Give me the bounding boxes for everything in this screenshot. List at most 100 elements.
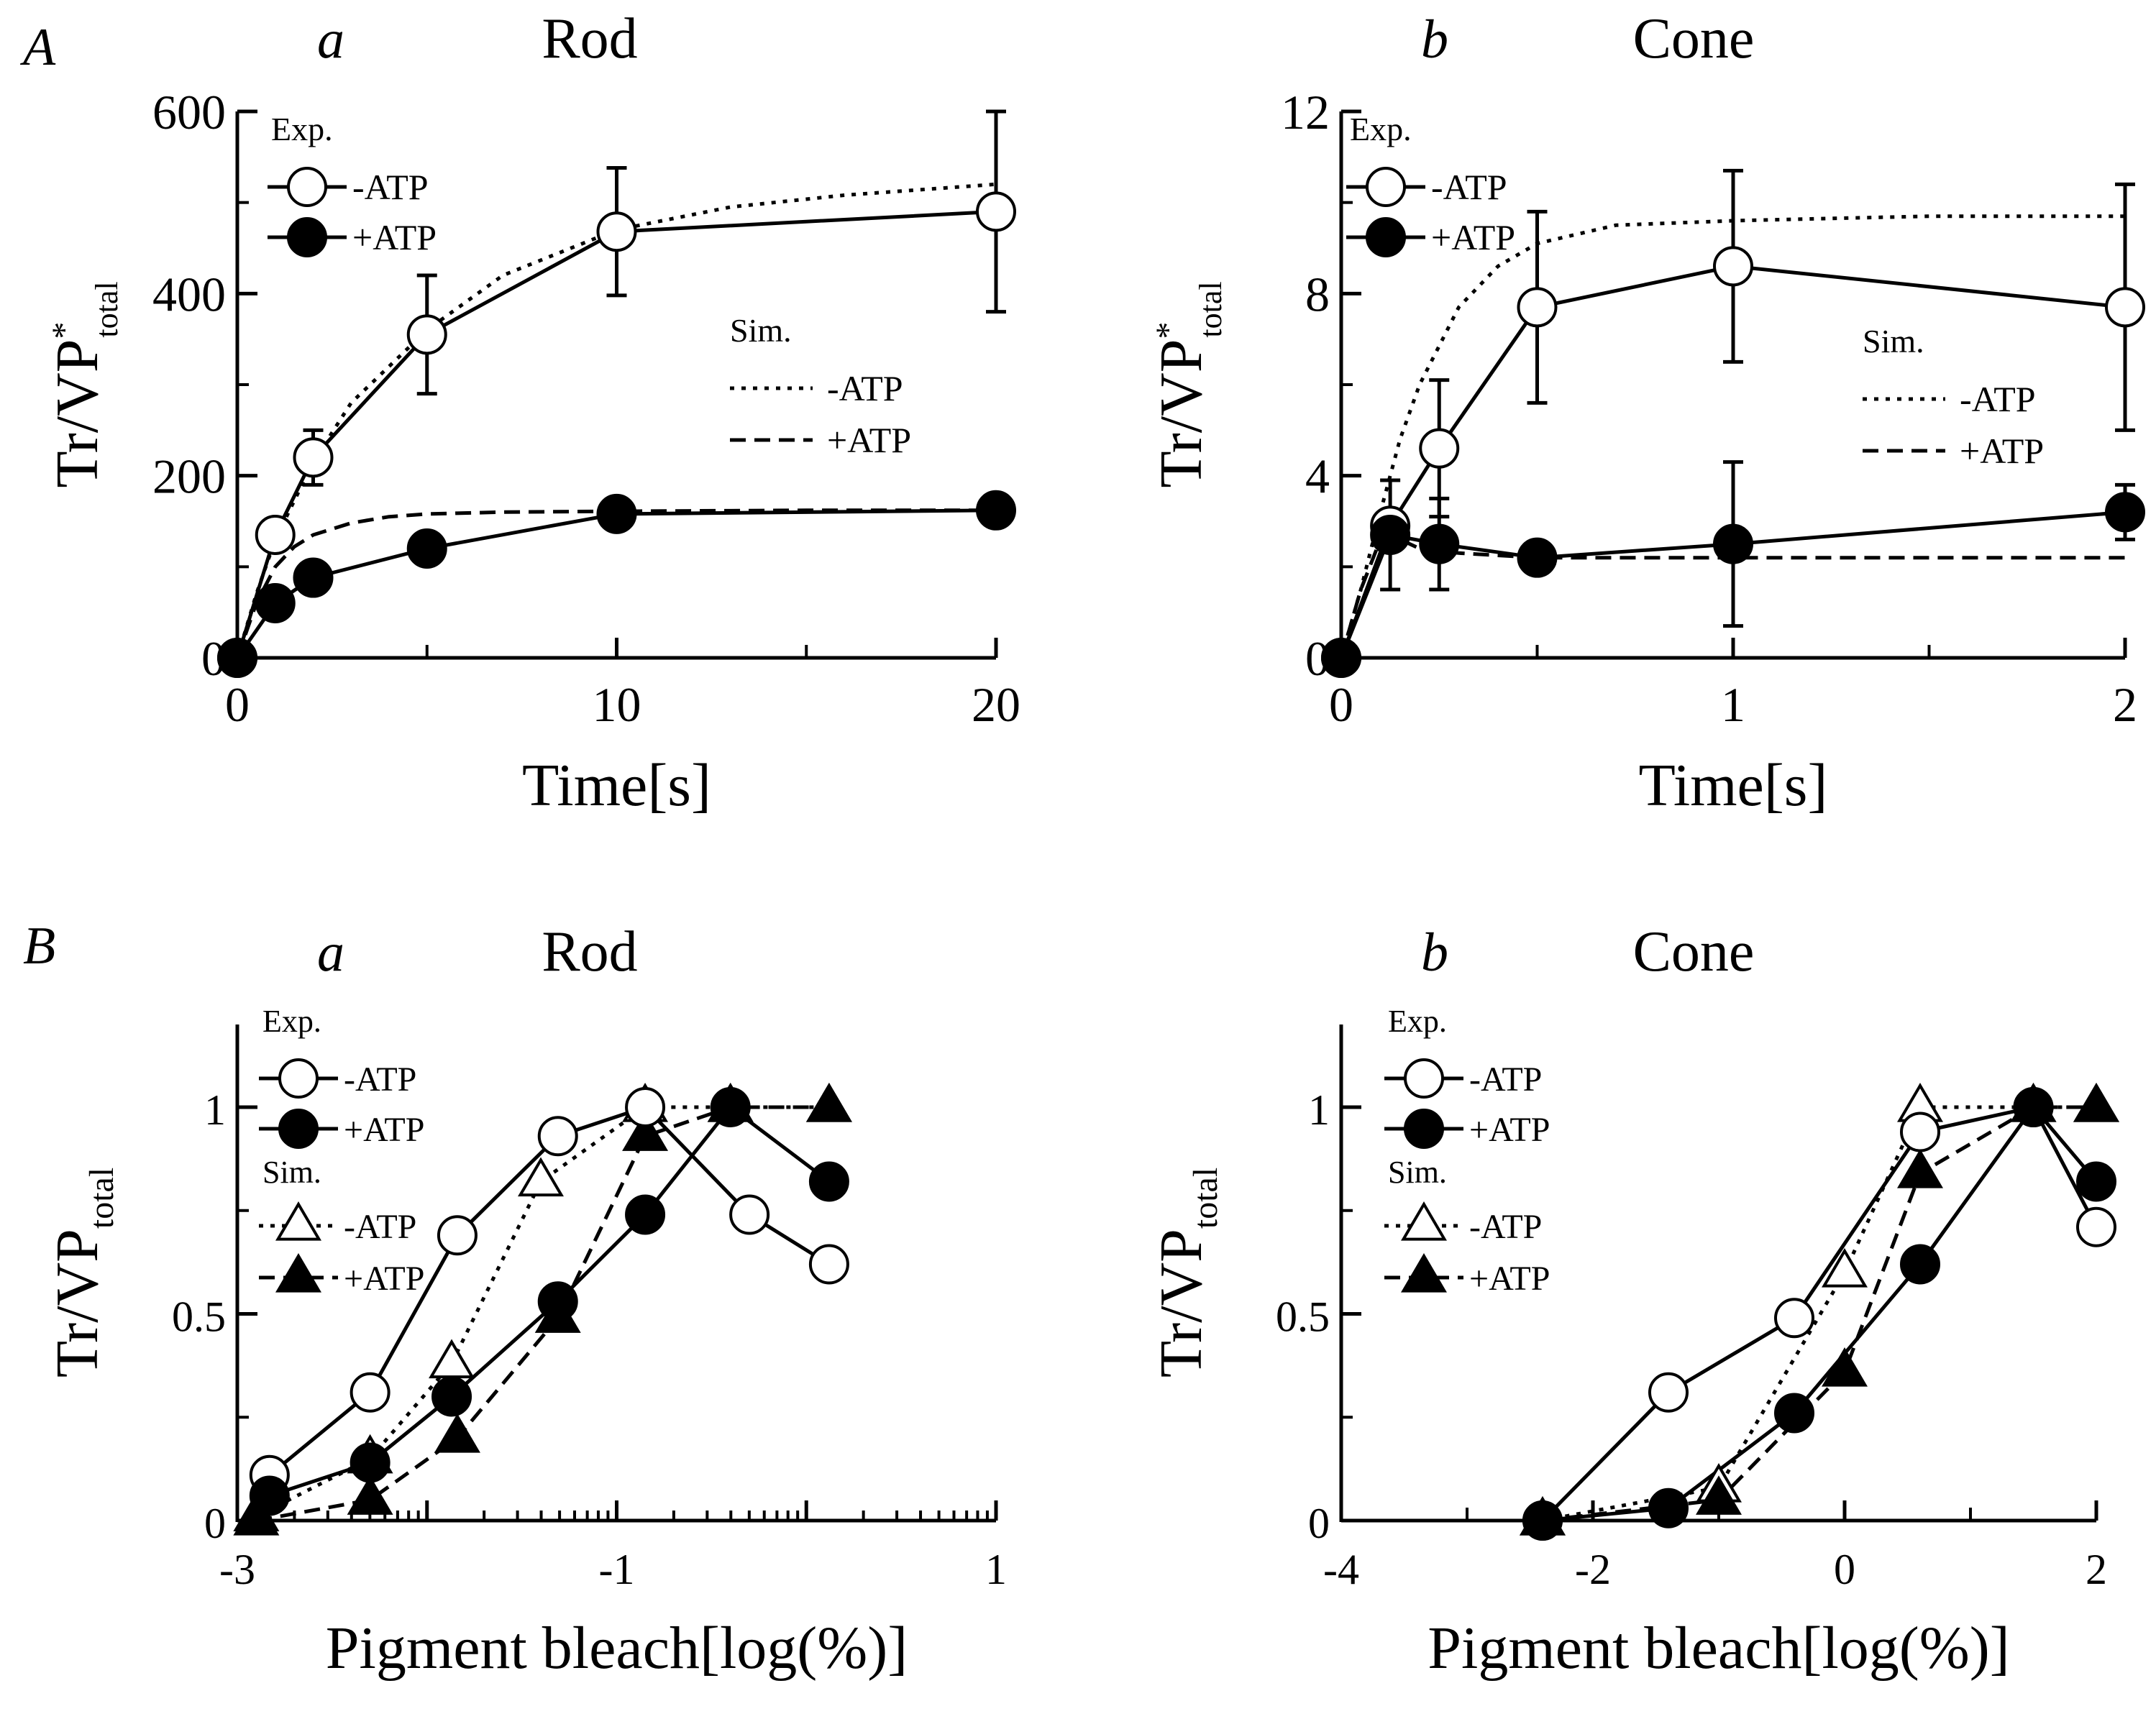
x-axis-label: Time[s] [1639,752,1828,819]
data-point-open-circle [1713,246,1753,287]
x-tick-label: -3 [219,1546,255,1593]
legend-label: -ATP [827,368,903,408]
data-point-open-circle [350,1372,390,1413]
y-axis-label-main: Tr/VP [44,1229,111,1378]
legend-marker [1401,1253,1447,1293]
chart-title: Rod [542,7,637,70]
x-tick-label: -2 [1575,1546,1611,1593]
x-tick-label: 0 [225,677,250,732]
legend: Exp. -ATP +ATP Sim. -ATP +ATP [259,1004,424,1298]
legend-marker [287,217,327,257]
legend-title-sim: Sim. [730,312,792,349]
data-point-filled-circle [350,1442,390,1483]
legend-label: -ATP [1469,1060,1542,1099]
legend-title-sim: Sim. [1863,323,1924,359]
legend-label: -ATP [1469,1208,1542,1246]
data-point-filled-circle [1900,1244,1940,1285]
data-point-open-circle [808,1244,849,1285]
x-tick-label: 1 [1721,677,1745,732]
data-point-open-circle [406,314,447,355]
y-axis-label-main: Tr/VP [1148,339,1215,488]
x-tick-label: 20 [972,677,1020,732]
y-tick-label: 0.5 [1276,1293,1330,1341]
y-axis-label: Tr/VPtotal [44,1168,121,1378]
legend-marker [1366,217,1406,257]
legend-marker [275,1253,321,1293]
data-point-filled-circle [808,1161,849,1202]
x-tick-label: -1 [599,1546,635,1593]
legend: Exp. -ATP +ATP Sim. -ATP +ATP [268,111,911,460]
data-point-open-circle [1419,428,1460,469]
y-tick-label: 600 [152,85,226,139]
x-tick-label: 2 [2113,677,2137,732]
legend-marker [287,167,327,207]
y-axis-label-main: Tr/VP [44,339,111,488]
legend-marker [278,1109,319,1149]
chart-title: Rod [542,920,637,984]
series-line-exp+ATP [1339,510,2126,659]
data-point-filled-circle [2013,1087,2054,1127]
legend-marker [1366,167,1406,207]
data-point-filled-circle [431,1376,472,1417]
series-line-sim+ATP [235,508,996,659]
legend-label: -ATP [352,167,429,207]
legend-marker [278,1058,319,1099]
data-point-open-circle [625,1087,666,1127]
x-tick-label: 0 [1834,1546,1855,1593]
legend-label: +ATP [1469,1111,1550,1149]
data-point-filled-circle [1713,523,1753,564]
legend-label: -ATP [1431,167,1507,207]
legend-label: +ATP [344,1260,424,1298]
legend-marker [1401,1201,1447,1241]
data-point-filled-circle [255,583,296,623]
panel-sublabel: b [1421,9,1448,70]
chart-Bb: -4 -2 0 2 0 0.5 1 b Cone Pigment bleach[log(%)] Tr… [1148,920,2119,1682]
legend-label: +ATP [1469,1260,1550,1298]
series-line-sim+ATP [1339,537,2125,659]
panel-sublabel: b [1421,922,1448,983]
panel-label-A: A [19,18,56,77]
x-axis-label: Pigment bleach[log(%)] [1428,1615,2009,1682]
legend-label: -ATP [344,1060,416,1099]
legend-title-exp: Exp. [271,111,333,147]
y-tick-label: 400 [152,267,226,321]
data-point-filled-circle [1774,1393,1814,1434]
x-tick-label: -4 [1323,1546,1359,1593]
legend-marker [275,1201,321,1241]
legend-label: +ATP [827,420,911,460]
data-point-filled-circle [1517,537,1558,578]
x-tick-label: 10 [593,677,641,732]
legend-title-sim: Sim. [262,1155,321,1190]
legend-label: +ATP [1960,431,2044,471]
data-point-filled-triangle [622,1111,669,1151]
data-point-filled-circle [406,528,447,569]
y-axis-label: Tr/VP* total [44,281,124,487]
legend-title-sim: Sim. [1388,1155,1447,1190]
panel-label-B: B [23,917,55,976]
y-tick-label: 1 [1308,1086,1330,1134]
y-tick-label: 0.5 [172,1293,226,1341]
chart-Ba: -3 -1 1 0 0.5 1 a Rod Pigment bleach[log(%)] Tr/V… [44,920,1007,1682]
data-point-open-circle [729,1194,770,1235]
legend-label: +ATP [1431,217,1515,257]
data-point-filled-circle [1648,1487,1689,1528]
data-point-filled-triangle [434,1413,480,1453]
chart-title: Cone [1633,7,1755,70]
y-axis-label: Tr/VPtotal [1148,1168,1225,1378]
data-point-filled-triangle [233,1496,280,1536]
data-point-open-circle [537,1116,578,1157]
data-point-filled-circle [537,1281,578,1322]
data-point-filled-triangle [805,1083,852,1122]
data-point-filled-triangle [1696,1475,1742,1515]
x-tick-label: 2 [2086,1546,2107,1593]
data-point-open-circle [1900,1111,1940,1152]
chart-title: Cone [1633,920,1755,984]
series-line-sim-ATP [1339,214,2125,659]
data-point-filled-circle [1370,515,1411,555]
y-tick-label: 0 [1308,1500,1330,1547]
legend-label: +ATP [352,217,437,257]
x-axis-label: Pigment bleach[log(%)] [326,1615,908,1682]
y-tick-label: 200 [152,449,226,504]
